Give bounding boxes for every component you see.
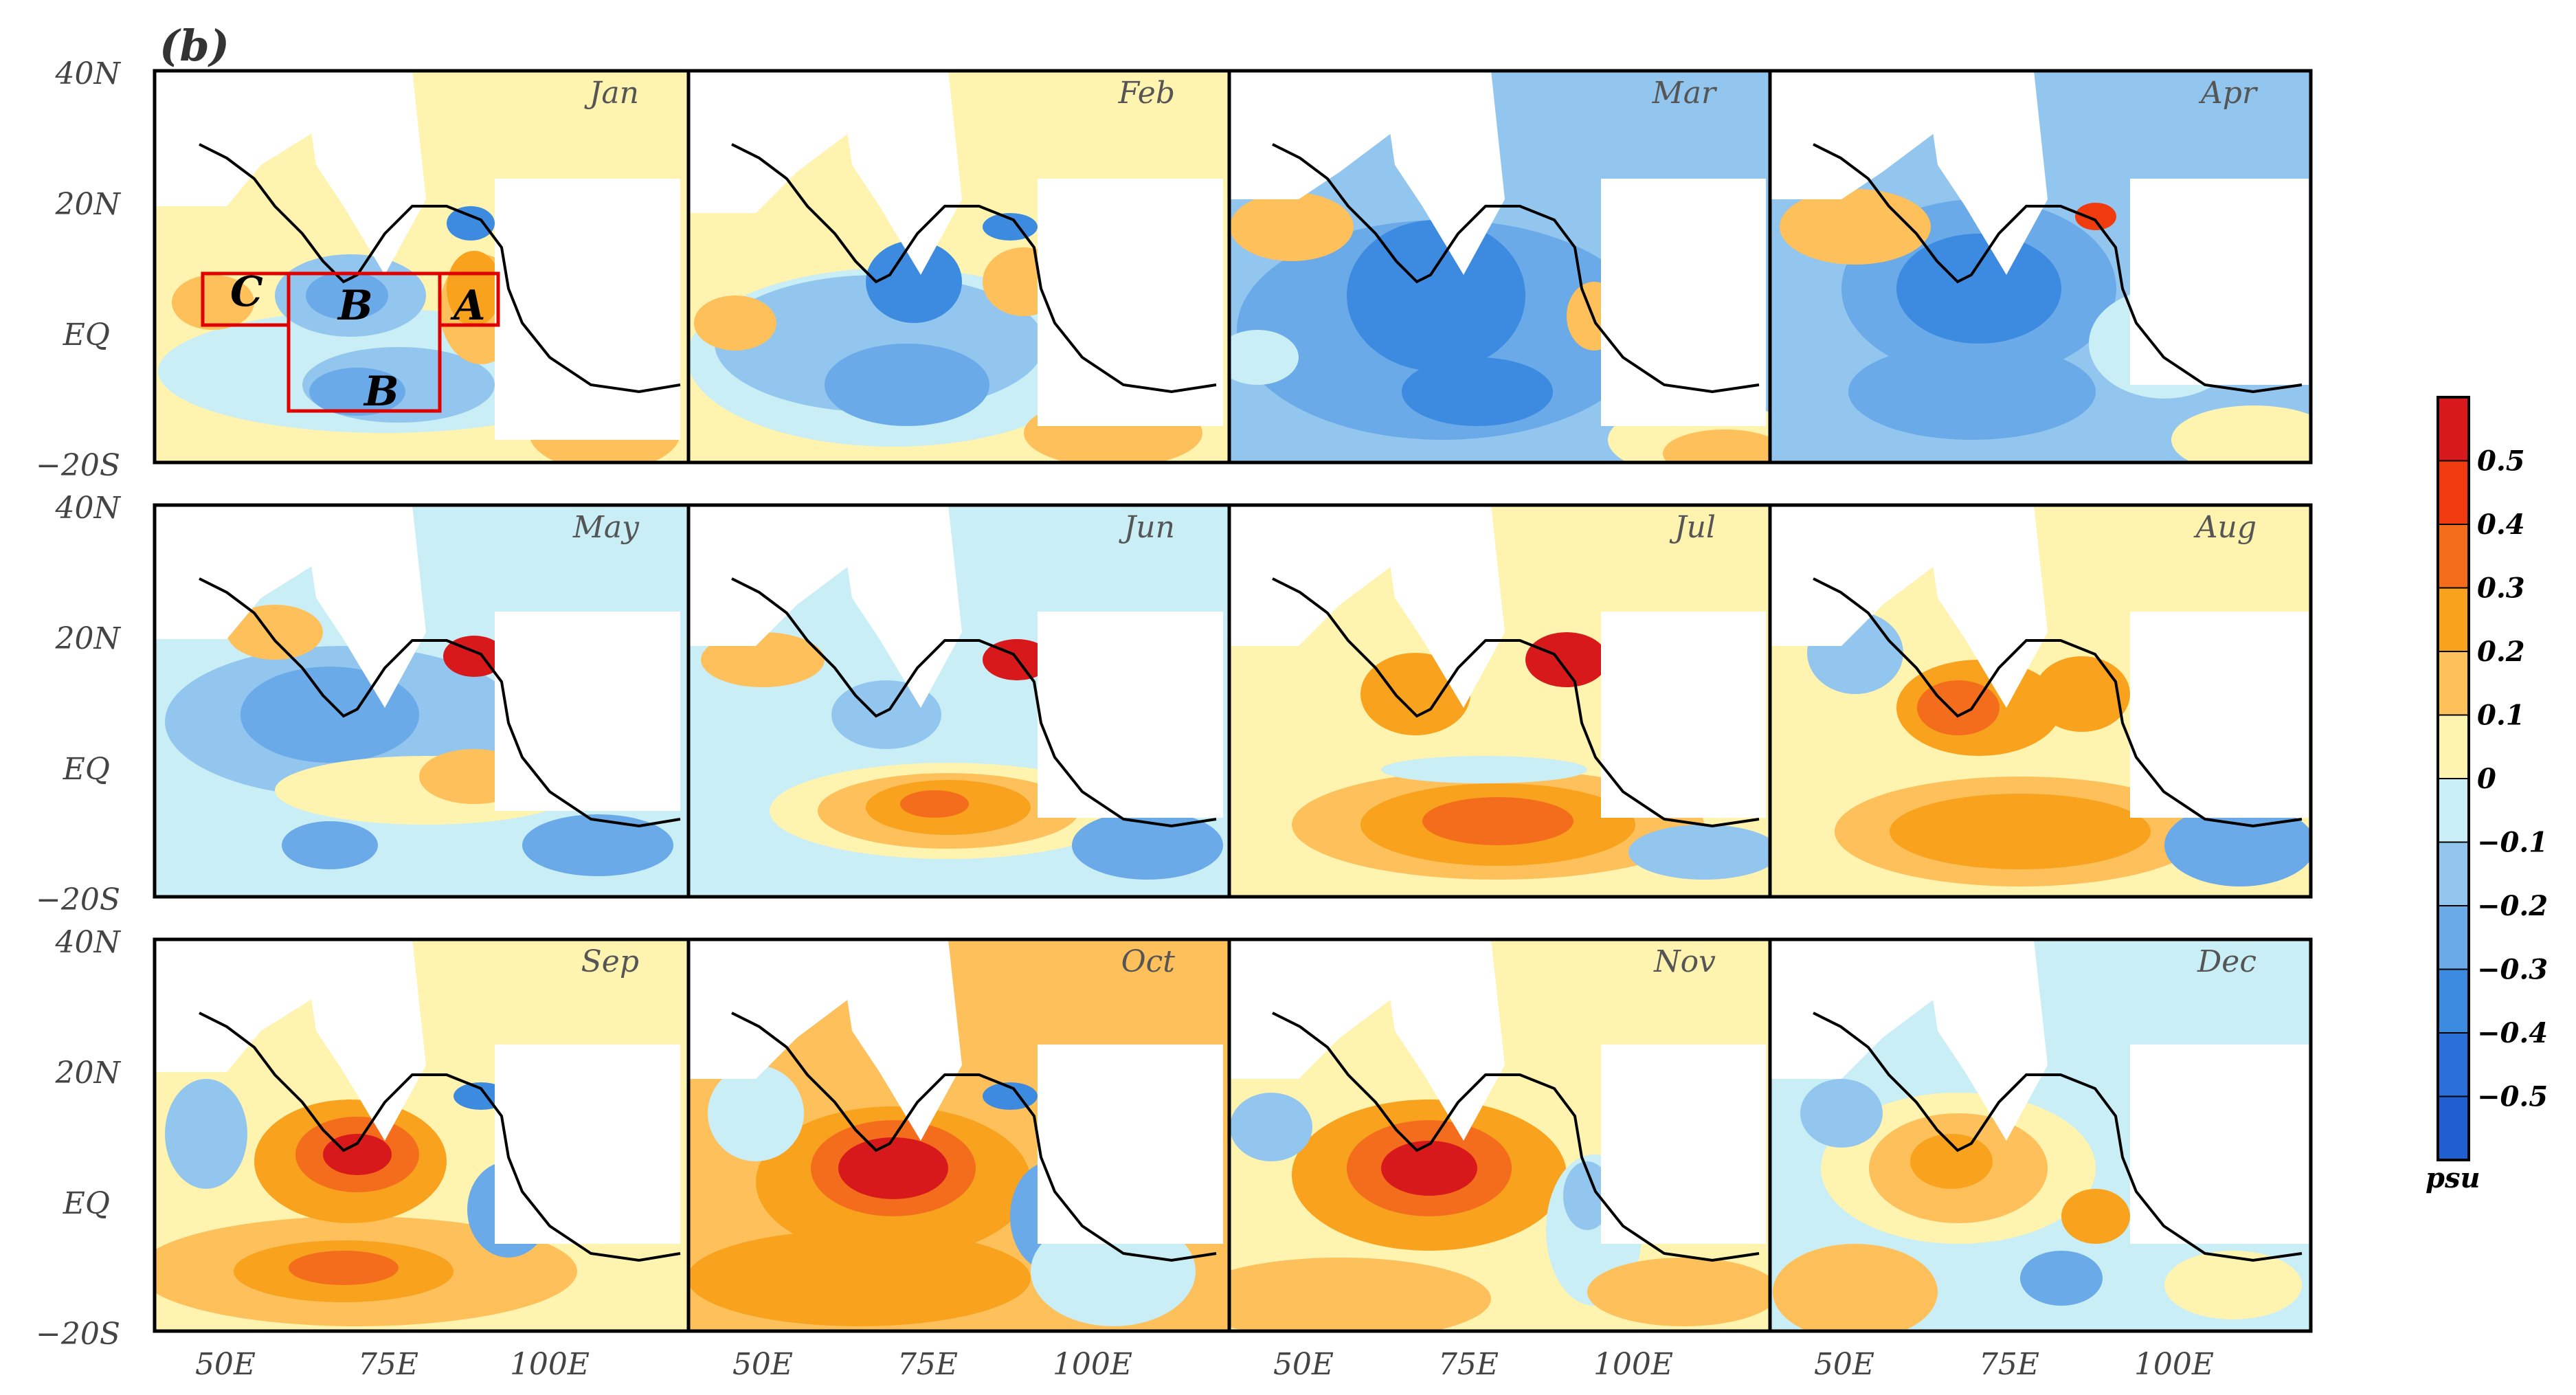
lon-tick-75e-col3: 75E [1438, 1347, 1499, 1382]
lat-tick-20s-row2: −20S [36, 882, 120, 917]
colorbar-tick-label: −0.2 [2477, 890, 2548, 922]
panel-jul [1229, 505, 1770, 897]
region-label-b-south: B [363, 368, 399, 416]
panel-jan [155, 71, 688, 462]
lat-tick-eq-row3: EQ [63, 1186, 110, 1221]
lat-tick-20n-row2: 20N [55, 621, 122, 656]
lat-tick-eq-row2: EQ [63, 752, 110, 787]
month-label-may: May [572, 510, 640, 545]
colorbar-swatch [2438, 397, 2469, 461]
lon-tick-100e-col3: 100E [1593, 1347, 1673, 1382]
colorbar-tick-label: 0.4 [2477, 509, 2525, 541]
panel-aug [1770, 505, 2311, 897]
lon-tick-75e-col2: 75E [897, 1347, 958, 1382]
lon-tick-50e-col3: 50E [1273, 1347, 1334, 1382]
lon-tick-75e-col1: 75E [358, 1347, 418, 1382]
month-label-jun: Jun [1119, 510, 1175, 545]
panel-apr [1770, 71, 2311, 462]
colorbar-swatch [2438, 715, 2469, 779]
month-label-feb: Feb [1118, 76, 1175, 111]
lat-tick-40n-row3: 40N [55, 925, 122, 960]
month-label-sep: Sep [581, 944, 639, 979]
panel-label: (b) [159, 21, 229, 71]
colorbar-tick-label: 0.3 [2477, 572, 2525, 605]
month-label-mar: Mar [1652, 76, 1718, 111]
colorbar-tick-label: −0.3 [2477, 954, 2548, 986]
colorbar-tick-label: 0.5 [2477, 445, 2525, 478]
colorbar-tick-label: −0.1 [2477, 827, 2548, 859]
month-label-jul: Jul [1669, 510, 1716, 545]
colorbar-swatch [2438, 779, 2469, 842]
colorbar-tick-label: −0.4 [2477, 1017, 2548, 1049]
lat-tick-20n-row3: 20N [55, 1056, 122, 1091]
colorbar-swatch [2438, 651, 2469, 715]
region-box-b [287, 271, 442, 413]
colorbar-tick-label: 0.2 [2477, 636, 2525, 668]
lon-tick-50e-col1: 50E [195, 1347, 256, 1382]
panel-sep [155, 939, 688, 1331]
month-label-nov: Nov [1653, 944, 1716, 979]
colorbar-swatch [2438, 842, 2469, 906]
lat-tick-40n-row1: 40N [55, 56, 122, 91]
region-boxes [201, 271, 500, 413]
colorbar-swatch [2438, 524, 2469, 588]
colorbar-swatch [2438, 588, 2469, 652]
month-label-dec: Dec [2197, 944, 2256, 979]
month-label-oct: Oct [1121, 944, 1176, 979]
lat-tick-eq-row1: EQ [63, 317, 110, 353]
lat-tick-20s-row1: −20S [36, 448, 120, 483]
panel-mar [1229, 71, 1770, 462]
colorbar: 0.5 0.4 0.3 0.2 0.1 0 −0.1 −0.2 −0.3 −0.4 −0.5 psu [2426, 396, 2548, 1194]
month-labels: Jan Feb Mar Apr May Jun Jul Aug Sep Oct … [572, 76, 2259, 979]
region-label-a: A [450, 282, 486, 330]
colorbar-swatch [2438, 969, 2469, 1034]
colorbar-tick-label: 0 [2477, 763, 2496, 795]
panel-frames [153, 69, 2313, 1333]
month-label-apr: Apr [2198, 76, 2259, 111]
lon-tick-50e-col2: 50E [732, 1347, 793, 1382]
colorbar-unit: psu [2426, 1162, 2480, 1194]
region-labels: C B A B [230, 268, 486, 416]
month-label-aug: Aug [2193, 510, 2256, 545]
lat-ticks: 40N 20N EQ −20S 40N 20N EQ −20S 40N 20N … [36, 56, 121, 1352]
lon-ticks: 50E 75E 100E 50E 75E 100E 50E 75E 100E 5… [195, 1347, 2214, 1382]
panel-nov [1229, 939, 1770, 1331]
region-label-c: C [230, 268, 263, 316]
panel-dec [1770, 939, 2311, 1331]
lon-tick-50e-col4: 50E [1814, 1347, 1874, 1382]
colorbar-swatch [2438, 906, 2469, 970]
lon-tick-100e-col2: 100E [1053, 1347, 1132, 1382]
coastlines [199, 143, 2303, 1262]
lat-tick-40n-row2: 40N [55, 491, 122, 526]
lat-tick-20s-row3: −20S [36, 1317, 120, 1352]
colorbar-swatch [2438, 1033, 2469, 1097]
colorbar-frame [2437, 396, 2470, 1161]
region-label-b-north: B [337, 282, 373, 330]
panel-may [155, 505, 688, 897]
panel-jun [688, 505, 1229, 897]
lon-tick-100e-col1: 100E [510, 1347, 590, 1382]
lat-tick-20n-row1: 20N [55, 187, 122, 222]
lon-tick-75e-col4: 75E [1979, 1347, 2039, 1382]
panel-feb [688, 71, 1229, 462]
colorbar-tick-label: −0.5 [2477, 1081, 2548, 1113]
region-box-a [438, 271, 500, 327]
colorbar-swatch [2438, 1096, 2469, 1161]
month-label-jan: Jan [584, 76, 639, 111]
colorbar-tick-label: 0.1 [2477, 700, 2525, 732]
lon-tick-100e-col4: 100E [2134, 1347, 2214, 1382]
panel-oct [688, 939, 1229, 1331]
colorbar-swatch [2438, 460, 2469, 525]
